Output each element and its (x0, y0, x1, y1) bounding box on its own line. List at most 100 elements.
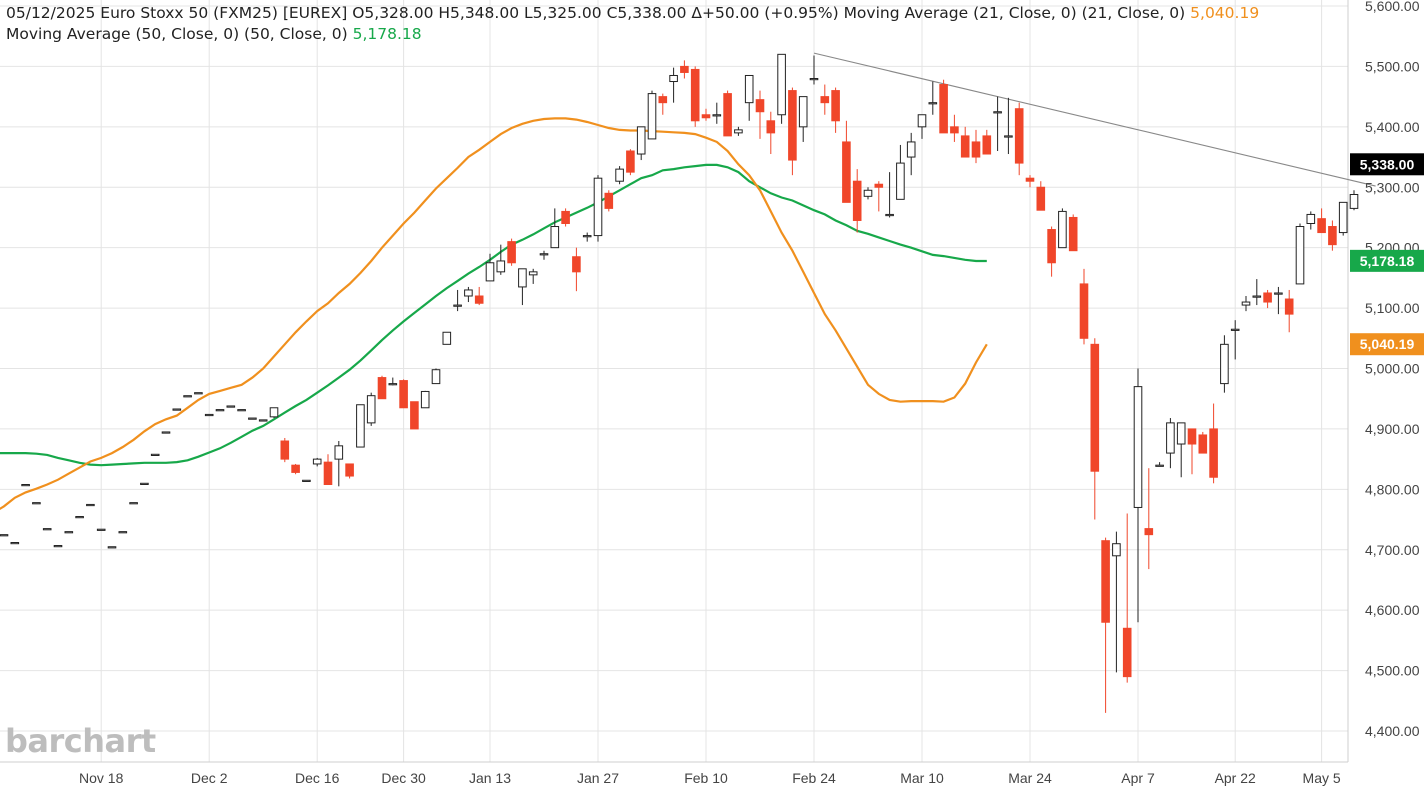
candle-body (10, 542, 20, 545)
candle (420, 390, 430, 409)
candle-body (690, 68, 700, 122)
candle (1068, 214, 1078, 252)
candle (561, 208, 570, 227)
candle (939, 79, 948, 134)
candle-body (107, 546, 117, 549)
candle (1241, 296, 1251, 312)
candle (1014, 102, 1024, 176)
candle (453, 289, 462, 312)
barchart-logo: barchart (5, 722, 156, 760)
candle (798, 96, 808, 142)
x-tick-label: Nov 18 (79, 770, 124, 786)
ma21-legend-label[interactable]: Moving Average (21, Close, 0) (21, Close… (843, 4, 1186, 22)
candle (712, 102, 722, 124)
candle (788, 87, 797, 176)
candle-body (1058, 210, 1067, 249)
y-tick-label: 4,900.00 (1365, 421, 1420, 437)
candle-body (1004, 135, 1013, 138)
candle (1317, 208, 1326, 234)
candle-body (1241, 301, 1251, 306)
candle-body (172, 408, 182, 411)
candle-body (777, 53, 786, 116)
candle-body (377, 377, 387, 400)
candle (701, 108, 711, 121)
candle-body (464, 289, 473, 297)
candle (1166, 418, 1175, 469)
x-tick-label: Apr 7 (1121, 770, 1155, 786)
candle (118, 531, 128, 534)
candle (312, 457, 322, 467)
candle-body (1047, 229, 1056, 264)
candle (194, 392, 203, 395)
candle-body (582, 235, 592, 238)
candle (32, 502, 41, 505)
candle-body (906, 141, 916, 158)
ma50-legend-label[interactable]: Moving Average (50, Close, 0) (50, Close… (6, 25, 348, 43)
candle (291, 463, 300, 475)
candle-body (334, 445, 344, 460)
candle-body (86, 503, 95, 507)
candle (269, 407, 279, 419)
candle (431, 368, 441, 385)
candle (831, 87, 840, 133)
candle (863, 187, 873, 200)
candle (388, 377, 398, 386)
candle-body (1155, 464, 1164, 467)
candle-body (647, 93, 657, 140)
candle-body (237, 409, 246, 412)
y-tick-label: 4,400.00 (1365, 723, 1420, 739)
x-tick-label: May 5 (1303, 770, 1341, 786)
candle (1209, 403, 1218, 484)
candle (809, 55, 819, 85)
candle (1133, 368, 1143, 623)
candle (874, 181, 884, 212)
candle (690, 66, 700, 127)
candle-body (507, 241, 516, 264)
x-tick-label: Dec 30 (381, 770, 426, 786)
candle (528, 268, 538, 284)
candle (237, 409, 246, 412)
y-axis: 4,400.00 4,500.00 4,600.00 4,700.00 4,800.00… (1365, 0, 1420, 739)
candle-body (874, 183, 884, 188)
candle (971, 129, 981, 164)
candle-body (21, 484, 30, 487)
candle-body (302, 479, 311, 482)
trendline (813, 52, 1376, 187)
candle-body (982, 135, 992, 155)
candle-body (204, 413, 214, 417)
candle-body (129, 502, 138, 505)
candle (464, 286, 473, 303)
candle-body (939, 84, 948, 134)
candle-body (917, 114, 927, 128)
candle (885, 172, 894, 218)
candle-body (42, 528, 52, 531)
candle (183, 395, 192, 398)
ma50-line (0, 163, 987, 467)
candle (928, 81, 938, 115)
candle (755, 90, 765, 139)
ma21-badge-text: 5,040.19 (1360, 336, 1415, 352)
candle-body (194, 392, 203, 395)
candle-body (712, 114, 722, 117)
candle (1230, 320, 1240, 360)
candle-body (626, 150, 635, 173)
candle (399, 379, 408, 409)
candle (647, 90, 657, 140)
candle-body (550, 226, 560, 249)
candle-body (291, 464, 300, 473)
candle-body (1144, 528, 1154, 536)
y-tick-label: 4,700.00 (1365, 542, 1420, 558)
candle (334, 441, 344, 487)
candle (248, 417, 257, 420)
candle (323, 454, 333, 486)
candle-body (1025, 177, 1035, 182)
candle (960, 126, 970, 158)
x-tick-label: Mar 24 (1008, 770, 1052, 786)
candle (474, 286, 484, 306)
candle (950, 114, 959, 142)
candle-body (1079, 283, 1089, 339)
candle-body (1122, 627, 1132, 678)
candle (993, 96, 1002, 151)
candle (496, 244, 506, 275)
